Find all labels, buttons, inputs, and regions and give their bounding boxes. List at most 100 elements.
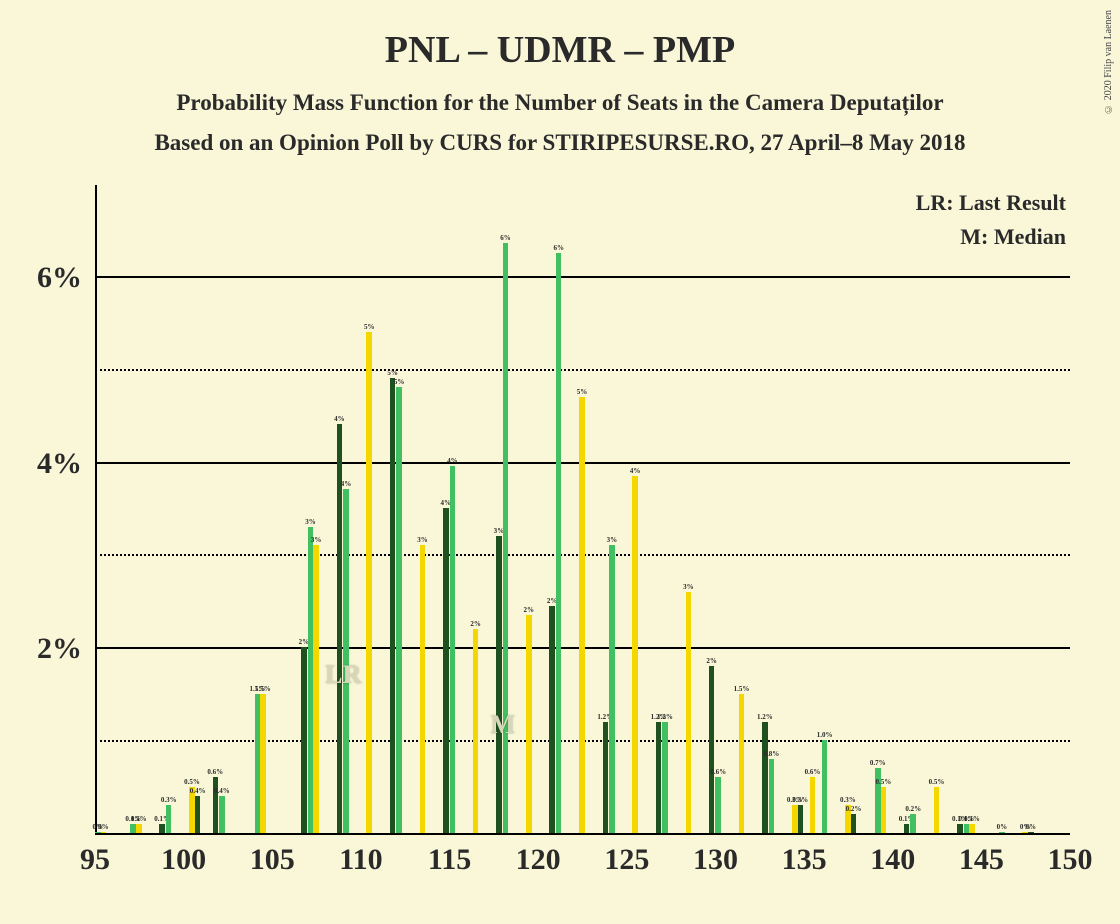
bar-value-label: 1.2% — [657, 713, 673, 721]
bar: 2% — [301, 647, 307, 833]
x-tick-label: 135 — [782, 843, 827, 877]
bar: 3% — [609, 545, 615, 833]
bar: 0.6% — [715, 777, 721, 833]
bar-value-label: 0.1% — [964, 815, 980, 823]
bar: 6% — [503, 243, 509, 833]
x-tick-label: 115 — [428, 843, 471, 877]
bar-value-label: 0% — [98, 823, 109, 831]
bar-value-label: 1.5% — [255, 685, 271, 693]
bar-value-label: 5% — [577, 388, 588, 396]
bar: 0.8% — [769, 759, 775, 833]
bar-value-label: 3% — [417, 536, 428, 544]
bar-value-label: 0.8% — [764, 750, 780, 758]
bar: 0% — [1028, 832, 1034, 833]
bar: 1.2% — [656, 722, 662, 833]
bar: 4% — [632, 476, 638, 834]
bars: 0%0%0.1%0.1%0.1%0.3%0.5%0.4%0.6%0.4%1.5%… — [95, 185, 1070, 833]
bar-value-label: 3% — [311, 536, 322, 544]
bar-value-label: 2% — [470, 620, 481, 628]
bar: 4% — [443, 508, 449, 833]
bar-value-label: 0.5% — [929, 778, 945, 786]
bar: 0.1% — [969, 824, 975, 833]
bar-value-label: 4% — [334, 415, 345, 423]
copyright: © 2020 Filip van Laenen — [1103, 10, 1114, 114]
bar: 4% — [450, 466, 456, 833]
bar-value-label: 3% — [305, 518, 316, 526]
bar: 0.3% — [798, 805, 804, 833]
bar-value-label: 0.3% — [161, 796, 177, 804]
chart-subtitle-1: Probability Mass Function for the Number… — [0, 72, 1120, 116]
bar-value-label: 0.2% — [846, 805, 862, 813]
bar: 1.2% — [762, 722, 768, 833]
bar-value-label: 5% — [364, 323, 375, 331]
bar-value-label: 0.2% — [905, 805, 921, 813]
bar-value-label: 0.1% — [131, 815, 147, 823]
bar: 0.1% — [159, 824, 165, 833]
bar: 3% — [313, 545, 319, 833]
bar-value-label: 1.0% — [817, 731, 833, 739]
bar: 5% — [390, 378, 396, 833]
chart-subtitle-2: Based on an Opinion Poll by CURS for STI… — [0, 116, 1120, 156]
bar: 1.0% — [822, 740, 828, 833]
bar-value-label: 0.3% — [840, 796, 856, 804]
x-tick-label: 120 — [516, 843, 561, 877]
bar-value-label: 5% — [387, 369, 398, 377]
bar: 3% — [686, 592, 692, 833]
bar-value-label: 4% — [630, 467, 641, 475]
bar-value-label: 0% — [1026, 823, 1037, 831]
x-tick-label: 100 — [161, 843, 206, 877]
bar: 0.4% — [195, 796, 201, 833]
x-tick-label: 95 — [80, 843, 110, 877]
bar-value-label: 2% — [706, 657, 717, 665]
bar-value-label: 0.4% — [190, 787, 206, 795]
bar: 5% — [366, 332, 372, 833]
bar: 1.5% — [739, 694, 745, 833]
x-tick-label: 125 — [604, 843, 649, 877]
bar-value-label: 3% — [607, 536, 618, 544]
y-tick-label: 6% — [37, 261, 82, 295]
bar: 0.3% — [166, 805, 172, 833]
marker-lr: LR — [325, 660, 361, 690]
bar-value-label: 2% — [524, 606, 535, 614]
bar: 2% — [526, 615, 532, 833]
y-tick-label: 2% — [37, 632, 82, 666]
bar-value-label: 0.7% — [870, 759, 886, 767]
bar: 2% — [709, 666, 715, 833]
bar-value-label: 4% — [341, 480, 352, 488]
bar-value-label: 4% — [447, 457, 458, 465]
bar: 0.4% — [219, 796, 225, 833]
bar: 0.6% — [213, 777, 219, 833]
bar: 6% — [556, 253, 562, 833]
bar-value-label: 0.5% — [875, 778, 891, 786]
bar-value-label: 0.3% — [792, 796, 808, 804]
x-tick-label: 130 — [693, 843, 738, 877]
bar-value-label: 0.6% — [207, 768, 223, 776]
bar: 0.1% — [957, 824, 963, 833]
bar: 0.1% — [904, 824, 910, 833]
bar: 1.5% — [260, 694, 266, 833]
x-tick-label: 110 — [339, 843, 382, 877]
bar-value-label: 1.2% — [757, 713, 773, 721]
x-axis — [95, 833, 1070, 835]
bar-value-label: 5% — [394, 378, 405, 386]
chart-container: PNL – UDMR – PMP Probability Mass Functi… — [0, 0, 1120, 924]
plot-area: 2%4%6% 0%0%0.1%0.1%0.1%0.3%0.5%0.4%0.6%0… — [95, 185, 1070, 835]
y-tick-label: 4% — [37, 447, 82, 481]
bar-value-label: 0.4% — [214, 787, 230, 795]
bar: 0.5% — [934, 787, 940, 833]
x-tick-label: 145 — [959, 843, 1004, 877]
bar: 2% — [473, 629, 479, 833]
bar-value-label: 1.5% — [734, 685, 750, 693]
bar-value-label: 0.6% — [805, 768, 821, 776]
bar-value-label: 0% — [997, 823, 1008, 831]
bar-value-label: 3% — [683, 583, 694, 591]
bar: 2% — [549, 606, 555, 834]
bar: 5% — [579, 397, 585, 833]
x-tick-label: 105 — [250, 843, 295, 877]
bar: 0.2% — [851, 814, 857, 833]
bar: 5% — [396, 387, 402, 833]
bar-value-label: 0.5% — [184, 778, 200, 786]
bar: 0% — [999, 832, 1005, 833]
bar: 1.2% — [662, 722, 668, 833]
chart-title: PNL – UDMR – PMP — [0, 0, 1120, 72]
